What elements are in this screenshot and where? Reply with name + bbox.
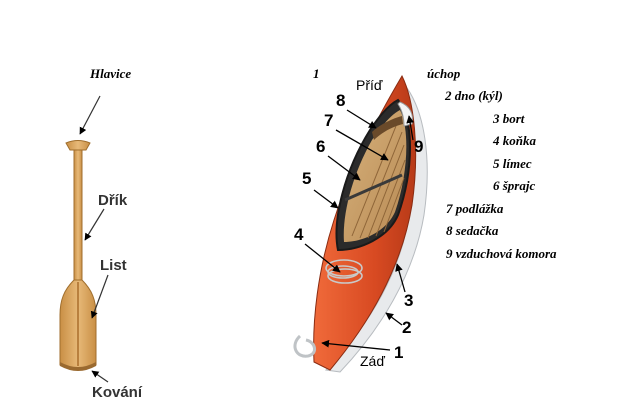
- callout-9: 9: [414, 137, 423, 156]
- arrow-2: [385, 312, 403, 326]
- callout-1: 1: [394, 343, 403, 362]
- arrow-4: [304, 243, 341, 273]
- arrow-7: [335, 129, 389, 161]
- kayak-seat: [372, 116, 403, 140]
- legend-item-6: 6 šprajc: [493, 178, 535, 193]
- legend-item-1: úchop: [427, 66, 461, 81]
- legend-item-8: 8 sedačka: [446, 223, 499, 238]
- legend-item-9: 9 vzduchová komora: [446, 246, 557, 261]
- kayak-floorboard: [343, 110, 407, 242]
- kayak-rope: [325, 259, 363, 284]
- callout-2: 2: [402, 318, 411, 337]
- label-kovani: Kování: [92, 384, 143, 401]
- label-hlavice: Hlavice: [89, 66, 131, 81]
- arrow-6: [327, 155, 361, 181]
- callout-4: 4: [294, 225, 304, 244]
- legend-item-2: 2 dno (kýl): [444, 88, 503, 103]
- arrow-3: [395, 263, 406, 293]
- label-zad: Záď: [360, 353, 385, 369]
- callout-6: 6: [316, 137, 325, 156]
- label-prid: Příď: [356, 77, 383, 93]
- callout-7: 7: [324, 111, 333, 130]
- paddle-shaft: [73, 149, 83, 281]
- kayak: [293, 74, 428, 373]
- callout-5: 5: [302, 169, 311, 188]
- paddle-grip: [65, 140, 91, 151]
- arrow-kovani: [91, 370, 109, 383]
- legend-top-number: 1: [313, 66, 320, 81]
- arrow-1: [321, 339, 391, 351]
- arrow-list: [90, 274, 109, 319]
- label-list: List: [100, 257, 127, 274]
- callout-8: 8: [336, 91, 345, 110]
- callout-3: 3: [404, 291, 413, 310]
- arrow-8: [346, 109, 377, 129]
- kayak-thwart: [344, 173, 403, 202]
- legend-item-3: 3 bort: [492, 111, 525, 126]
- arrow-5: [313, 189, 339, 209]
- kayak-stern-handle: [293, 334, 316, 358]
- legend-item-4: 4 koňka: [492, 133, 536, 148]
- arrow-hlavice: [79, 95, 101, 135]
- legend-item-5: 5 límec: [493, 156, 532, 171]
- arrow-9: [406, 115, 415, 141]
- legend-item-7: 7 podlážka: [446, 201, 504, 216]
- paddle: [59, 140, 97, 371]
- paddle-tip-fitting: [60, 362, 96, 371]
- label-drik: Dřík: [98, 192, 128, 209]
- arrow-drik: [84, 208, 105, 241]
